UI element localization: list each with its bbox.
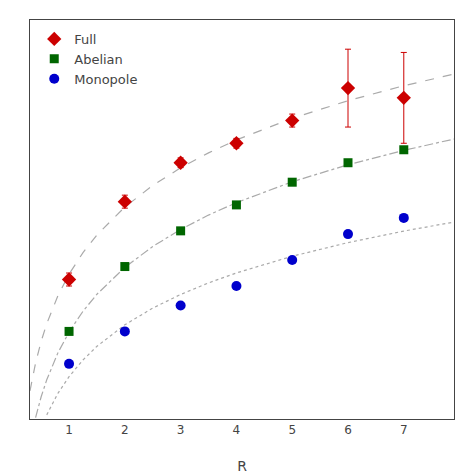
svg-text:R: R <box>237 458 247 474</box>
svg-text:4: 4 <box>233 423 241 437</box>
svg-text:1: 1 <box>65 423 73 437</box>
svg-text:2: 2 <box>121 423 129 437</box>
svg-text:7: 7 <box>400 423 408 437</box>
svg-text:Abelian: Abelian <box>74 52 123 67</box>
svg-text:5: 5 <box>288 423 296 437</box>
svg-text:Monopole: Monopole <box>74 72 137 87</box>
svg-text:3: 3 <box>177 423 185 437</box>
svg-text:Full: Full <box>74 32 96 47</box>
svg-text:6: 6 <box>344 423 352 437</box>
